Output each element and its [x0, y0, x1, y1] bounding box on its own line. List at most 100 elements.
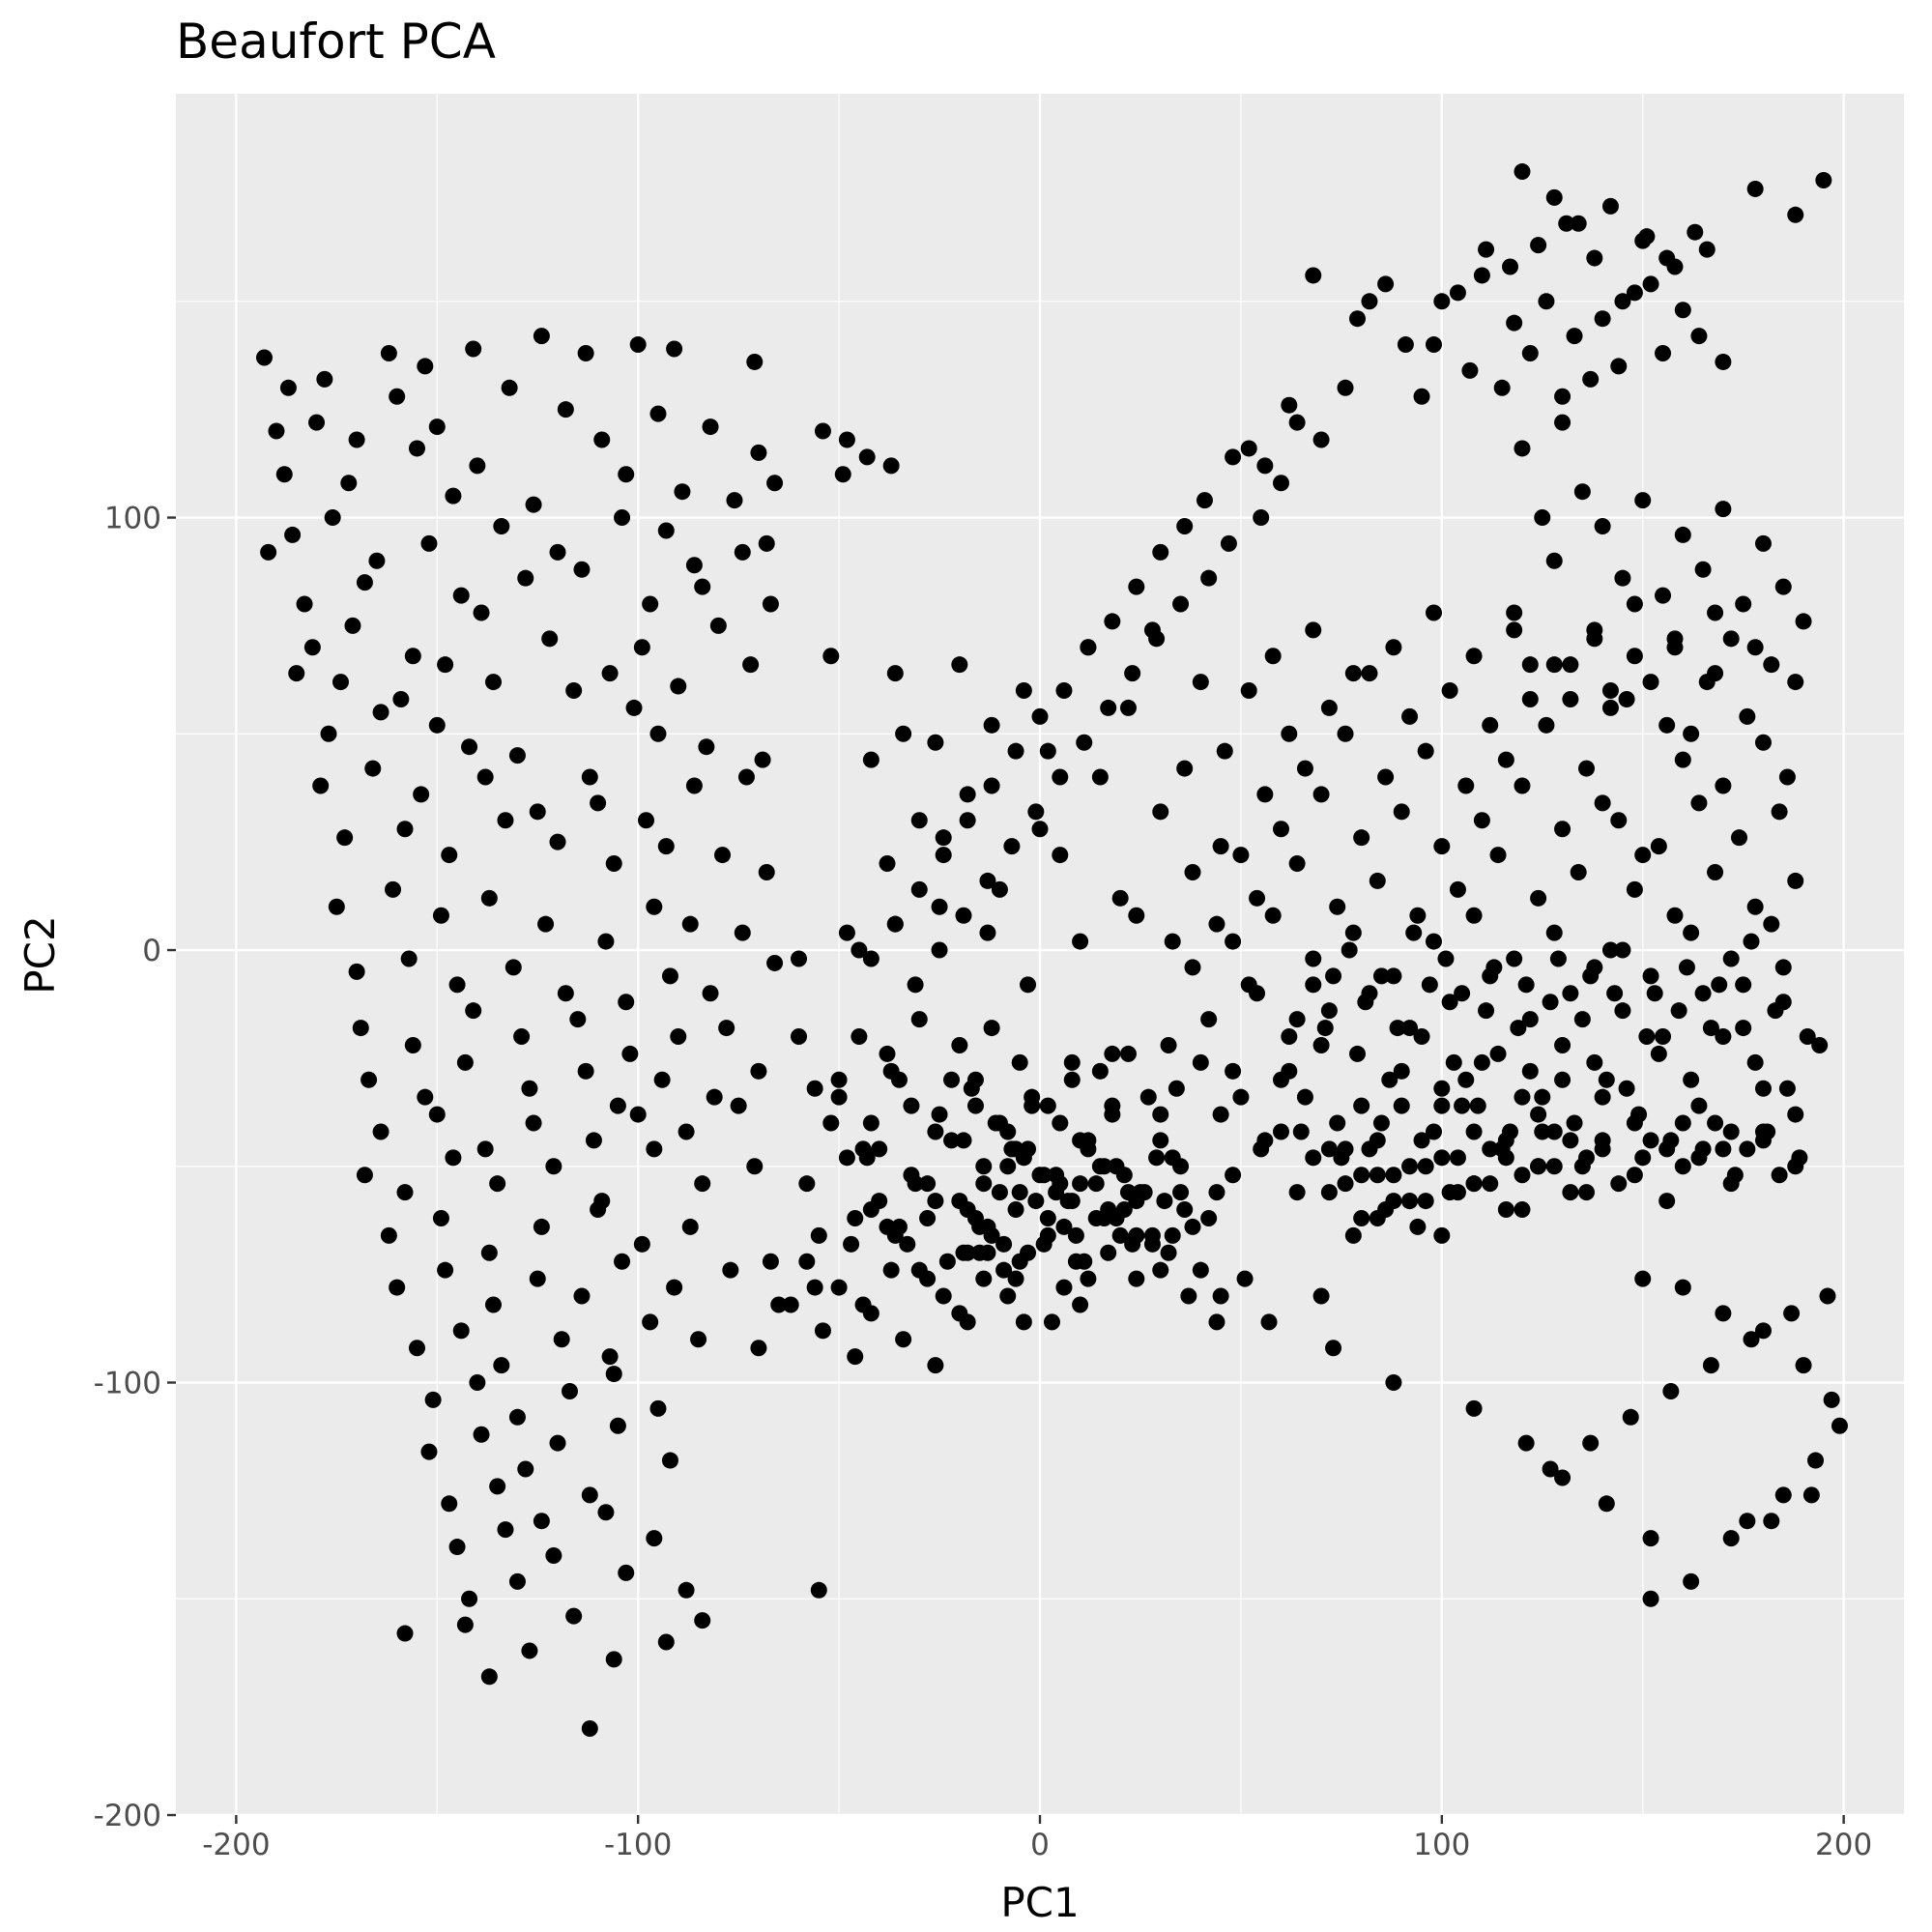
- data-point: [1425, 1123, 1442, 1140]
- data-point: [843, 1235, 860, 1253]
- data-point: [1425, 604, 1442, 621]
- data-point: [1626, 648, 1643, 665]
- data-point: [931, 941, 948, 959]
- data-point: [1586, 621, 1603, 639]
- data-point: [545, 1158, 562, 1175]
- data-point: [1072, 933, 1089, 950]
- data-point: [1554, 1036, 1572, 1053]
- data-point: [1264, 907, 1282, 924]
- data-point: [1582, 370, 1600, 388]
- data-point: [1554, 414, 1572, 431]
- data-point: [1119, 1045, 1137, 1062]
- data-point: [284, 526, 302, 543]
- data-point: [1739, 707, 1756, 725]
- data-point: [1348, 310, 1366, 328]
- data-point: [1401, 707, 1419, 725]
- data-point: [959, 1313, 976, 1331]
- data-point: [995, 1235, 1013, 1253]
- data-point: [1196, 492, 1213, 509]
- data-point: [1152, 1132, 1169, 1149]
- data-point: [1662, 1132, 1680, 1149]
- data-point: [657, 838, 675, 855]
- data-point: [1497, 751, 1514, 768]
- data-point: [1683, 1572, 1700, 1590]
- data-point: [1007, 1201, 1024, 1219]
- data-point: [1482, 1140, 1499, 1158]
- data-point: [810, 1581, 827, 1599]
- data-point: [1119, 699, 1137, 716]
- data-point: [1385, 1374, 1402, 1392]
- data-point: [1305, 621, 1322, 639]
- data-point: [1320, 699, 1338, 716]
- data-point: [822, 648, 840, 665]
- data-point: [879, 1045, 896, 1062]
- data-point: [356, 1167, 373, 1184]
- data-point: [1598, 1495, 1615, 1513]
- data-point: [766, 954, 784, 971]
- data-point: [1815, 171, 1832, 188]
- data-point: [1702, 1020, 1719, 1037]
- data-point: [1176, 760, 1194, 777]
- data-point: [1031, 707, 1049, 725]
- data-point: [1707, 1114, 1724, 1132]
- data-point: [678, 1581, 695, 1599]
- data-point: [364, 760, 382, 777]
- data-point: [1618, 1080, 1635, 1097]
- data-point: [638, 812, 655, 829]
- data-point: [1601, 197, 1619, 215]
- data-point: [1449, 880, 1466, 898]
- data-point: [1638, 228, 1656, 245]
- data-point: [975, 1175, 993, 1193]
- data-point: [577, 344, 594, 361]
- data-point: [1361, 1140, 1378, 1158]
- data-point: [1449, 284, 1466, 302]
- data-point: [1192, 674, 1209, 691]
- data-point: [1409, 1218, 1427, 1235]
- data-point: [1164, 1226, 1181, 1244]
- data-point: [1168, 1080, 1185, 1097]
- data-point: [428, 1106, 446, 1123]
- data-point: [646, 1530, 663, 1547]
- data-point: [1401, 1193, 1419, 1210]
- data-point: [899, 1235, 916, 1253]
- data-point: [1473, 812, 1490, 829]
- data-point: [618, 994, 635, 1011]
- data-point: [585, 1132, 602, 1149]
- data-point: [320, 725, 337, 742]
- data-point: [1763, 915, 1780, 933]
- data-point: [1312, 1036, 1330, 1053]
- data-point: [581, 768, 598, 786]
- data-point: [1454, 1097, 1471, 1114]
- data-point: [1329, 1114, 1346, 1132]
- data-point: [1200, 1011, 1218, 1028]
- data-point: [1690, 328, 1708, 345]
- data-point: [1674, 1279, 1691, 1296]
- data-point: [1152, 1261, 1169, 1279]
- data-point: [1506, 950, 1523, 967]
- data-point: [1578, 1149, 1596, 1167]
- data-point: [1759, 1123, 1776, 1140]
- data-point: [541, 630, 559, 648]
- data-point: [590, 794, 607, 812]
- data-point: [417, 1088, 434, 1106]
- data-point: [754, 751, 771, 768]
- data-point: [847, 1209, 864, 1226]
- data-point: [413, 786, 430, 803]
- data-point: [521, 1642, 538, 1659]
- data-point: [1521, 1062, 1539, 1080]
- data-point: [1409, 907, 1427, 924]
- data-point: [332, 674, 349, 691]
- data-point: [1538, 293, 1555, 310]
- data-point: [1774, 959, 1792, 976]
- data-point: [1489, 1045, 1507, 1062]
- data-point: [1433, 1097, 1451, 1114]
- data-point: [910, 880, 928, 898]
- data-point: [882, 457, 900, 475]
- data-point: [545, 1547, 562, 1565]
- data-point: [1208, 915, 1226, 933]
- data-point: [437, 1261, 454, 1279]
- data-point: [1320, 1002, 1338, 1020]
- data-point: [1015, 1313, 1032, 1331]
- data-point: [1634, 492, 1652, 509]
- data-point: [573, 1287, 591, 1305]
